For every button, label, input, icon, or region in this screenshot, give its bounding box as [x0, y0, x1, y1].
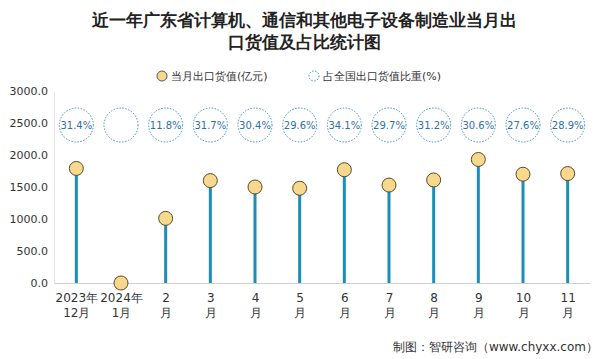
- x-tick-label: 8月: [428, 291, 440, 321]
- y-tick: 1000.0: [10, 213, 55, 226]
- dot: [516, 167, 530, 181]
- y-axis: 0.0 500.0 1000.0 1500.0 2000.0 2500.0 3000.0: [10, 85, 55, 290]
- dot: [427, 173, 441, 187]
- stem: [566, 174, 569, 283]
- x-tick: 2023年12月: [56, 283, 99, 320]
- x-tick: 8月: [428, 283, 440, 320]
- stem: [522, 174, 525, 283]
- y-tick: 2500.0: [10, 117, 55, 130]
- y-tick-label: 3000.0: [10, 85, 49, 98]
- data-labels: 31.4% 11.8% 31.7% 30.4% 29.6% 34.1% 29.7% 31.2%…: [60, 120, 583, 131]
- x-tick: 7月: [384, 283, 396, 320]
- bubble: [327, 108, 361, 142]
- stem: [388, 185, 391, 283]
- data-label: 31.4%: [60, 120, 92, 131]
- x-tick: 3月: [205, 283, 217, 320]
- y-tick-label: 1500.0: [10, 181, 49, 194]
- dot: [203, 174, 217, 188]
- legend-label: 占全国出口货值比重(%): [323, 70, 441, 83]
- y-tick: 2000.0: [10, 149, 55, 162]
- stem: [298, 188, 301, 283]
- stem: [432, 180, 435, 283]
- y-tick-label: 2500.0: [10, 117, 49, 130]
- bubble: [506, 108, 540, 142]
- legend: 当月出口货值(亿元) 占全国出口货值比重(%): [157, 70, 441, 83]
- empty-bubble: [104, 108, 138, 142]
- dot: [293, 181, 307, 195]
- x-tick-label: 11月: [561, 291, 576, 321]
- dot: [248, 180, 262, 194]
- x-tick: 6月: [339, 283, 351, 320]
- dot: [159, 211, 173, 225]
- y-tick: 500.0: [17, 245, 55, 258]
- x-tick: 4月: [250, 283, 262, 320]
- y-tick-label: 1000.0: [10, 213, 49, 226]
- y-tick: 1500.0: [10, 181, 55, 194]
- y-tick-label: 500.0: [17, 245, 49, 258]
- title: 近一年广东省计算机、通信和其他电子设备制造业当月出口货值及占比统计图: [91, 10, 517, 52]
- x-tick: 2月: [160, 283, 172, 320]
- marks: [59, 108, 584, 290]
- x-tick-label: 5月: [294, 291, 306, 321]
- y-axis-line: [54, 92, 55, 284]
- data-label: 31.7%: [194, 120, 226, 131]
- x-tick-label: 2023年12月: [56, 291, 99, 321]
- bubble: [238, 108, 272, 142]
- x-tick-label: 6月: [339, 291, 351, 321]
- x-tick-label: 7月: [384, 291, 396, 321]
- bubble: [417, 108, 451, 142]
- bubble: [551, 108, 585, 142]
- dot: [471, 152, 485, 166]
- x-tick-label: 3月: [205, 291, 217, 321]
- x-axis-line: [55, 283, 591, 284]
- data-label: 31.2%: [418, 120, 450, 131]
- x-tick: 9月: [473, 283, 485, 320]
- bubble: [149, 108, 183, 142]
- y-tick: 0.0: [31, 277, 55, 290]
- x-tick-label: 4月: [250, 291, 262, 321]
- source: 制图：智研咨询（www.chyxx.com）: [393, 340, 598, 354]
- x-tick-label: 2月: [160, 291, 172, 321]
- data-label: 27.6%: [507, 120, 539, 131]
- bubble: [59, 108, 93, 142]
- bubble: [283, 108, 317, 142]
- data-label: 29.7%: [373, 120, 405, 131]
- x-tick: 5月: [294, 283, 306, 320]
- x-tick: 10月: [516, 283, 531, 320]
- x-tick: 11月: [561, 283, 576, 320]
- bubble: [193, 108, 227, 142]
- y-tick-label: 0.0: [31, 277, 49, 290]
- dot: [382, 178, 396, 192]
- bubble: [372, 108, 406, 142]
- x-tick-label: 10月: [516, 291, 531, 321]
- data-label: 28.9%: [552, 120, 584, 131]
- legend-swatch: [157, 71, 167, 81]
- y-tick: 3000.0: [10, 85, 55, 98]
- data-label: 11.8%: [150, 120, 182, 131]
- stem: [75, 168, 78, 283]
- legend-swatch: [309, 71, 319, 81]
- chart: 近一年广东省计算机、通信和其他电子设备制造业当月出口货值及占比统计图当月出口货值…: [0, 0, 608, 359]
- x-tick-label: 2024年1月: [100, 291, 143, 321]
- dot: [337, 163, 351, 177]
- x-tick-label: 9月: [473, 291, 485, 321]
- stem: [209, 181, 212, 283]
- data-label: 34.1%: [328, 120, 360, 131]
- y-tick-label: 2000.0: [10, 149, 49, 162]
- bubble: [461, 108, 495, 142]
- stem: [164, 218, 167, 283]
- dot: [114, 276, 128, 290]
- dot: [69, 161, 83, 175]
- x-axis: 2023年12月2024年1月 2月 3月 4月 5月 6月 7月 8月 9月 10月 11月: [55, 283, 591, 320]
- data-label: 30.6%: [462, 120, 494, 131]
- stem: [343, 170, 346, 283]
- dot: [561, 167, 575, 181]
- stem: [254, 187, 257, 283]
- plot: 0.0 500.0 1000.0 1500.0 2000.0 2500.0 3000.0 20…: [10, 85, 591, 320]
- stem: [477, 159, 480, 283]
- data-label: 29.6%: [284, 120, 316, 131]
- data-label: 30.4%: [239, 120, 271, 131]
- legend-label: 当月出口货值(亿元): [171, 70, 268, 83]
